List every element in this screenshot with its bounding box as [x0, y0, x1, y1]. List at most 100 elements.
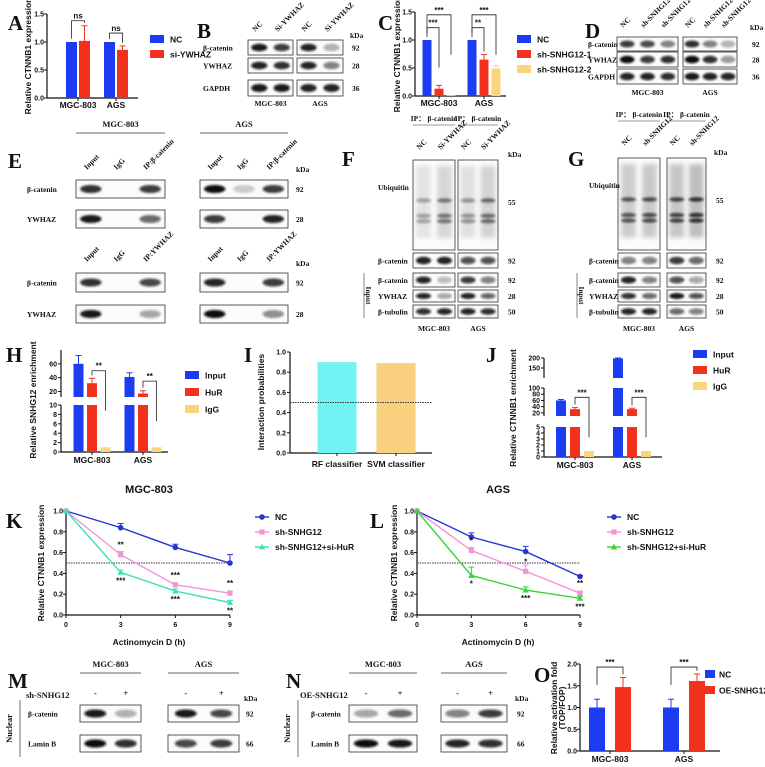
legend-label: NC — [170, 35, 182, 45]
fraction-label: Nuclear — [4, 714, 14, 743]
bar-AGS-sh-SNHG12-2 — [491, 68, 501, 96]
treatment-label: OE-SNHG12 — [300, 690, 348, 700]
legend-label: NC — [719, 670, 731, 680]
legend-marker — [610, 543, 618, 550]
lane-label: NC — [250, 19, 264, 33]
protein-band — [323, 84, 340, 92]
bar-AGS-Input — [613, 427, 623, 457]
cell-line-label: MGC-803 — [631, 88, 663, 97]
kda-value: 92 — [517, 710, 525, 719]
y-tick-label: 4 — [536, 431, 540, 438]
row-label: YWHAZ — [27, 310, 56, 319]
protein-band — [684, 72, 700, 81]
row-label: β-catenin — [311, 710, 342, 719]
y-tick-label: 0.2 — [404, 592, 414, 599]
treatment-sign: - — [94, 688, 97, 698]
protein-band — [688, 197, 704, 202]
legend-swatch — [185, 388, 199, 396]
blot-membrane — [440, 734, 508, 753]
protein-band — [415, 256, 432, 265]
significance-label: *** — [428, 19, 438, 28]
protein-band — [460, 198, 476, 203]
kda-value: 28 — [716, 292, 724, 301]
protein-band — [353, 709, 379, 718]
x-tick-label: SVM classifier — [367, 459, 425, 469]
protein-band — [436, 213, 453, 218]
bar-MGC-803-HuR — [570, 427, 580, 457]
protein-band — [300, 84, 317, 92]
legend-swatch — [693, 350, 707, 358]
protein-band — [720, 72, 736, 81]
row-label: Lamin B — [311, 740, 339, 749]
data-point-sh-SNHG12 — [523, 568, 529, 574]
significance-label: *** — [577, 388, 587, 397]
protein-band — [262, 215, 285, 223]
protein-band — [80, 185, 102, 193]
row-label: Ubiquitin — [589, 181, 621, 190]
protein-band — [415, 213, 432, 218]
legend-label: sh-SNHG12-2 — [537, 65, 592, 75]
protein-band — [210, 709, 233, 718]
y-axis-label: Relative CTNNB1 expression — [36, 505, 46, 622]
protein-band — [619, 72, 635, 81]
y-axis-label: Relative CTNNB1 expression — [389, 505, 399, 622]
protein-band — [323, 61, 340, 70]
protein-band — [660, 55, 676, 64]
panel-label: C — [378, 11, 393, 35]
legend-label: OE-SNHG12 — [719, 686, 765, 696]
significance-bracket — [574, 396, 590, 438]
protein-band — [620, 197, 637, 202]
blot-membrane — [348, 734, 418, 753]
protein-band — [641, 218, 658, 223]
protein-band — [436, 308, 453, 315]
y-tick-label: 1.0 — [34, 40, 44, 47]
significance-label: ns — [73, 12, 83, 21]
bar-MGC-803-HuR — [87, 405, 97, 452]
row-label: β-catenin — [588, 40, 619, 49]
y-tick-label: 0.0 — [567, 749, 577, 756]
x-tick-label: RF classifier — [312, 459, 363, 469]
significance-bracket — [631, 396, 647, 438]
y-tick-label: 3 — [536, 437, 540, 444]
significance-bracket — [426, 14, 452, 55]
significance-label: *** — [116, 576, 126, 585]
significance-label: * — [524, 557, 528, 566]
protein-band — [688, 256, 704, 265]
bar-MGC-803-IgG — [100, 447, 111, 452]
significance-label: ** — [227, 579, 234, 588]
fraction-label: Nuclear — [282, 714, 292, 743]
data-point-sh-SNHG12 — [172, 582, 178, 588]
western-blot-E1: E Input IgG IP:β-catenin Input IgG IP:β-cateni… — [8, 119, 310, 229]
kda-header: kDa — [244, 694, 258, 703]
cell-line-label: MGC-803 — [623, 324, 655, 333]
bar-AGS-Input — [613, 358, 623, 378]
data-point-sh-SNHG12 — [227, 590, 233, 596]
ip-header: IP： β-catenin — [663, 110, 710, 119]
data-point-sh-SNHG12 — [468, 547, 474, 554]
row-label: β-catenin — [28, 710, 59, 719]
x-tick-label: MGC-803 — [592, 754, 629, 764]
data-point-sh-SNHG12 — [577, 590, 583, 596]
legend-label: Input — [205, 371, 226, 381]
y-tick-label: 0.2 — [276, 430, 286, 437]
row-label: Ubiquitin — [378, 183, 410, 192]
x-tick-label: 6 — [173, 622, 177, 629]
row-label: GAPDH — [588, 73, 615, 82]
y-tick-label: 0.5 — [34, 68, 44, 75]
protein-band — [619, 55, 635, 64]
y-tick-label: 0.0 — [402, 94, 412, 101]
western-blot-N: NOE-SNHG12 - + - + kDa β-catenin 92 Lamin B 66 MGC… — [282, 659, 529, 757]
data-point-sh-SNHG12+si-HuR — [172, 587, 179, 594]
y-tick-label: 100 — [528, 386, 540, 393]
panel-label: J — [486, 343, 497, 367]
y-axis-label-units: (TOP/FOP) — [557, 686, 567, 729]
legend-marker — [259, 514, 265, 520]
x-axis-label: Actinomycin D (h) — [462, 637, 535, 647]
ip-header: IP： β-catenin — [455, 114, 502, 123]
series-line-sh-SNHG12+si-HuR — [416, 510, 581, 600]
protein-band — [323, 43, 340, 52]
protein-band — [684, 40, 700, 48]
data-point-NC — [577, 573, 583, 580]
blot-membrane — [79, 734, 142, 753]
